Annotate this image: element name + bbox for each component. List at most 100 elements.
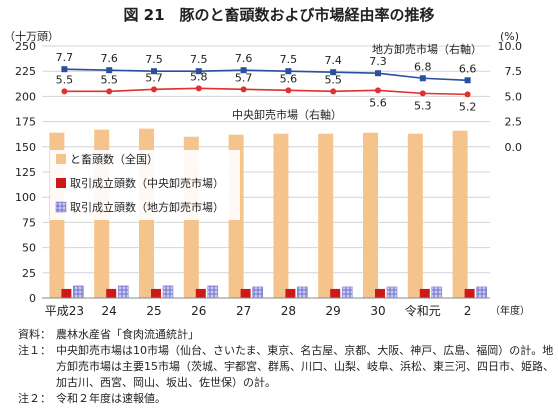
data-label: 5.7 (235, 71, 253, 84)
line-marker (195, 68, 202, 75)
note2-text: 令和２年度は速報値。 (56, 392, 166, 405)
line-marker (464, 91, 471, 98)
right-tick-label: 2.5 (505, 116, 523, 129)
line-marker (106, 67, 113, 74)
source-text: 農林水産省「食肉流通統計」 (56, 328, 199, 341)
line-marker (375, 70, 381, 77)
bar (419, 288, 430, 298)
left-tick-label: 175 (15, 116, 36, 129)
bar (151, 288, 161, 298)
bar (464, 288, 475, 298)
right-axis-label: (%) (500, 30, 519, 43)
right-tick-label: 5.0 (505, 90, 523, 103)
bar (106, 288, 117, 298)
right-axis-ticks: 0.0 2.5 5.0 7.5 10.0 (498, 40, 523, 154)
line-marker (61, 88, 68, 95)
legend: と畜頭数（全国） 取引成立頭数（中央卸売市場） 取引成立頭数（地方卸売市場） (50, 150, 240, 220)
bar (273, 133, 289, 298)
left-tick-label: 100 (15, 191, 36, 204)
x-unit-label: （年度） (490, 304, 530, 317)
data-label: 7.7 (56, 51, 74, 64)
line-marker (240, 86, 247, 93)
left-tick-label: 150 (15, 141, 36, 154)
bar (117, 285, 129, 299)
data-label: 5.3 (414, 99, 432, 112)
left-tick-label: 75 (22, 216, 36, 229)
data-label: 5.2 (459, 100, 477, 113)
right-tick-label: 0.0 (505, 141, 523, 154)
line-series (61, 66, 471, 98)
right-tick-label: 7.5 (505, 65, 523, 78)
note2-label: 注２： (18, 392, 51, 405)
bar (207, 285, 219, 299)
data-label: 5.5 (100, 73, 118, 86)
chart-title: 図 21 豚のと畜頭数および市場経由率の推移 (123, 6, 434, 24)
bar (285, 288, 296, 298)
data-label: 7.5 (145, 53, 163, 66)
x-category-label: 29 (326, 304, 341, 318)
bar (61, 288, 72, 298)
legend-box (50, 150, 240, 220)
bar (452, 130, 468, 298)
line-marker (375, 87, 381, 94)
bar (240, 288, 251, 298)
data-label: 5.7 (145, 71, 163, 84)
source-label: 資料： (18, 328, 51, 341)
line-marker (330, 88, 337, 95)
legend-swatch (56, 154, 66, 164)
line-marker (330, 69, 337, 76)
line-marker (61, 66, 68, 73)
bar (297, 286, 308, 299)
legend-swatch (56, 178, 66, 188)
x-category-label: 2 (464, 304, 472, 318)
left-tick-label: 0 (29, 292, 36, 305)
left-tick-label: 225 (15, 65, 36, 78)
data-label: 6.8 (414, 60, 432, 73)
bar (330, 288, 341, 298)
line-marker (106, 88, 113, 95)
x-category-label: 24 (102, 304, 117, 318)
x-category-label: 27 (236, 304, 251, 318)
left-axis-ticks: 0 25 50 75 100 125 150 175 200 225 250 (15, 40, 36, 305)
bar (162, 285, 174, 299)
source-note: 資料： 農林水産省「食肉流通統計」 (18, 327, 554, 343)
data-label: 7.5 (280, 53, 298, 66)
data-label: 7.3 (369, 55, 387, 68)
data-label: 5.5 (56, 73, 74, 86)
line-marker (285, 68, 292, 75)
bar (386, 286, 398, 299)
line-marker (419, 90, 426, 97)
note-1: 注１： 中央卸売市場は10市場（仙台、さいたま、東京、名古屋、京都、大阪、神戸、… (18, 343, 554, 391)
line-marker (240, 67, 247, 74)
bar (318, 133, 334, 298)
x-category-label: 26 (191, 304, 206, 318)
note1-text: 中央卸売市場は10市場（仙台、さいたま、東京、名古屋、京都、大阪、神戸、広島、福… (56, 344, 554, 389)
x-category-label: 25 (146, 304, 161, 318)
line-marker (419, 75, 426, 82)
legend-label: 取引成立頭数（中央卸売市場） (70, 176, 224, 190)
x-axis-categories: 平成23 24 25 26 27 28 29 30 令和元 2 (45, 303, 472, 318)
legend-label: 取引成立頭数（地方卸売市場） (70, 200, 224, 214)
note-2: 注２： 令和２年度は速報値。 (18, 391, 554, 407)
data-label: 7.6 (100, 52, 118, 65)
line-series-labels: 7.7 7.6 7.5 7.5 7.6 7.5 7.4 7.3 6.8 6.6 5.5 5.5 5.7 5… (56, 42, 482, 121)
data-label: 6.6 (459, 62, 477, 75)
left-tick-label: 125 (15, 166, 36, 179)
data-label: 7.4 (324, 54, 342, 67)
left-axis-label: （十万頭） (4, 29, 59, 43)
chart: 図 21 豚のと畜頭数および市場経由率の推移 （十万頭） (%) 0 25 50 75… (4, 6, 530, 318)
bar (252, 286, 263, 299)
data-label: 5.8 (190, 70, 208, 83)
legend-swatch (55, 201, 67, 213)
line-marker (464, 77, 471, 84)
bar (341, 286, 353, 299)
data-label: 5.5 (324, 73, 342, 86)
line-marker (195, 85, 202, 92)
x-category-label: 平成23 (45, 304, 84, 318)
bar (363, 132, 378, 298)
left-tick-label: 25 (22, 267, 36, 280)
data-label: 5.6 (280, 72, 298, 85)
bar (476, 286, 487, 299)
x-category-label: 28 (281, 304, 296, 318)
x-category-label: 令和元 (405, 303, 441, 318)
